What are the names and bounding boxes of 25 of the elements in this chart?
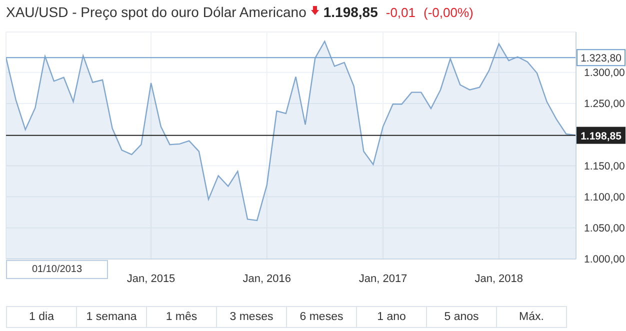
- text: Máx.: [496, 307, 566, 327]
- text: 3 meses: [216, 307, 286, 327]
- y-tick-label: 1.150,00: [584, 160, 626, 172]
- text: 01/10/2013: [6, 260, 108, 279]
- text: (-0,00%): [424, 5, 474, 20]
- text: 6 meses: [286, 307, 356, 327]
- x-tick-label: Jan, 2015: [126, 273, 176, 285]
- chart-title: XAU/USD - Preço spot do ouro Dólar Americano: [6, 4, 306, 20]
- text: 1.198,85: [323, 4, 378, 20]
- y-tick-label: 1.050,00: [584, 222, 626, 235]
- text: 1 mês: [146, 307, 216, 327]
- text: 1 dia: [28, 310, 55, 325]
- x-tick-label: Jan, 2018: [474, 273, 524, 285]
- y-tick-label: 1.000,00: [584, 254, 626, 266]
- y-tick-label: 1.300,00: [584, 67, 626, 80]
- ref-line-label: 1.198,85: [580, 130, 622, 142]
- x-tick-label: Jan, 2016: [242, 273, 292, 285]
- x-tick-label: Jan, 2017: [358, 273, 408, 285]
- text: 1 ano: [356, 307, 426, 327]
- ref-line-label: 1.323,80: [580, 52, 622, 65]
- y-tick-label: 1.250,00: [584, 98, 626, 110]
- text: 1 semana: [76, 307, 146, 327]
- y-tick-label: 1.100,00: [584, 192, 626, 204]
- text: -0,01: [386, 5, 416, 20]
- text: 5 anos: [426, 307, 496, 327]
